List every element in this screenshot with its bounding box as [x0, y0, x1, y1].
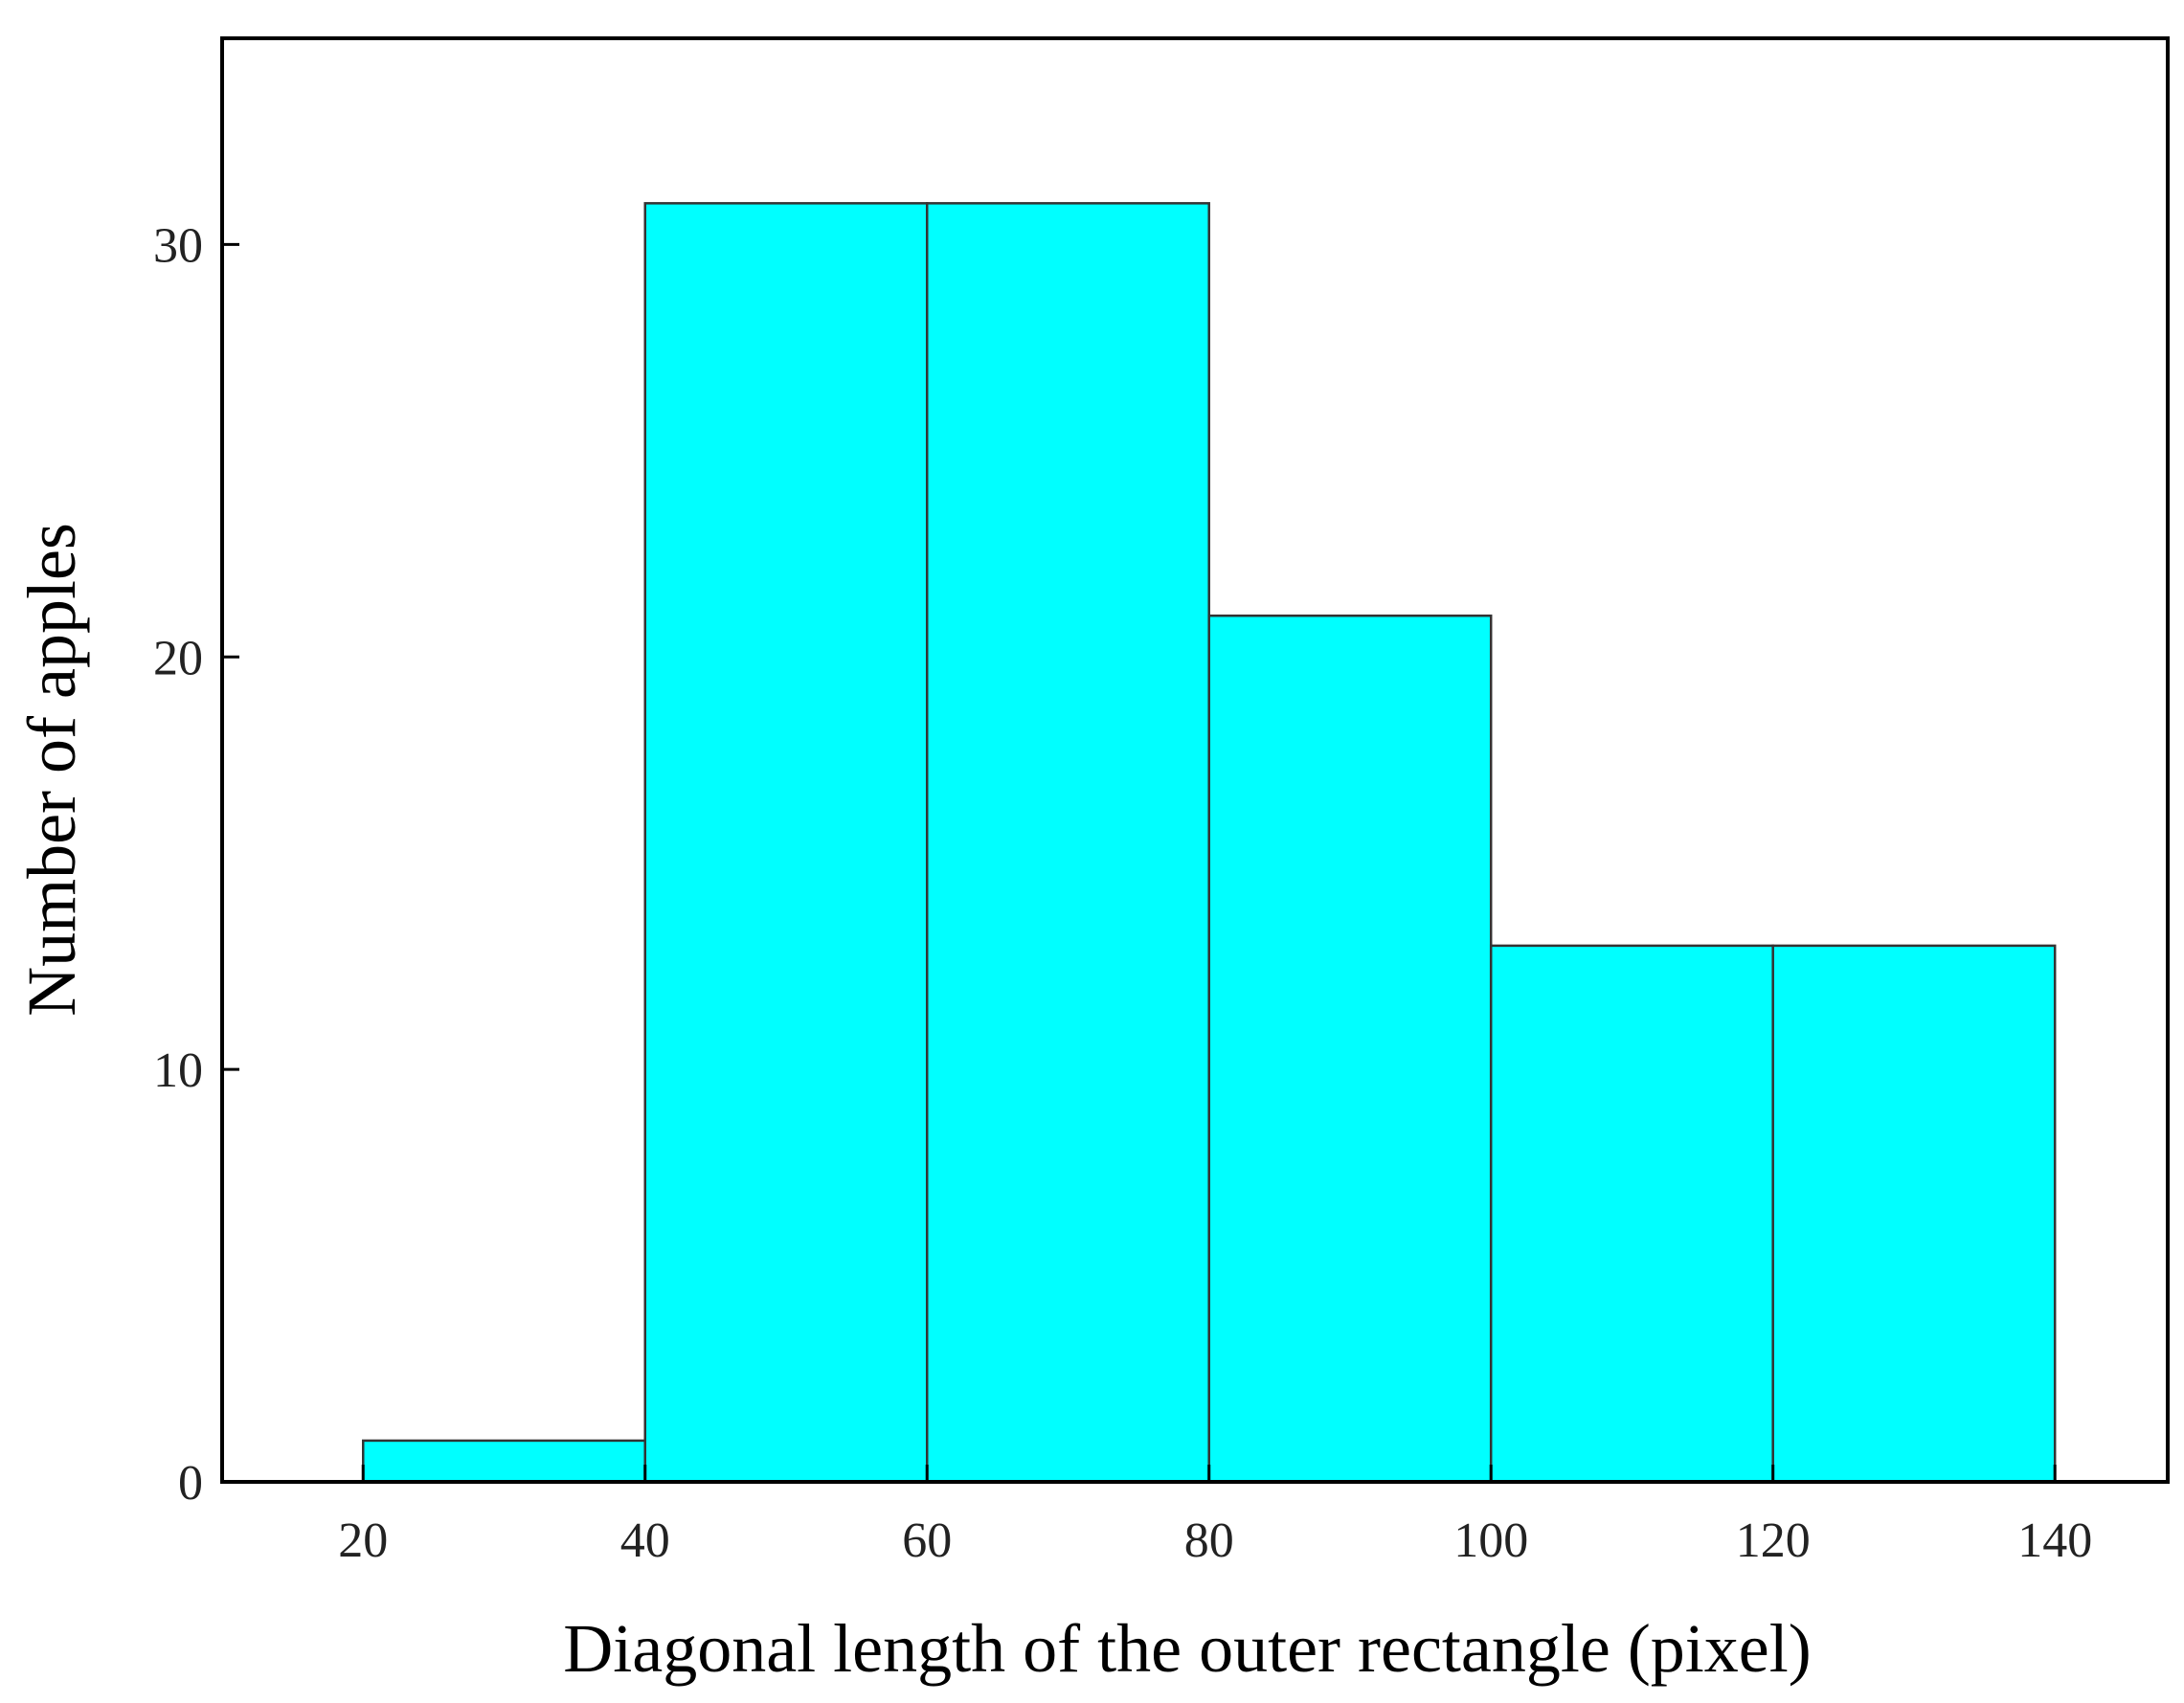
bar-80-100 [1207, 614, 1493, 1484]
bar-60-80 [925, 202, 1210, 1484]
bar-120-140 [1771, 944, 2057, 1484]
x-axis-ticks: 20 40 60 80 100 120 140 [338, 1465, 2092, 1568]
x-tick-label-100: 100 [1453, 1513, 1528, 1568]
x-tick-label-140: 140 [2017, 1513, 2092, 1568]
x-tick-label-80: 80 [1184, 1513, 1234, 1568]
bar-20-40 [361, 1439, 646, 1484]
y-tick-label-30: 30 [153, 218, 203, 273]
x-axis-label: Diagonal length of the outer rectangle (… [563, 1610, 1812, 1687]
x-tick-label-120: 120 [1736, 1513, 1811, 1568]
y-tick-label-20: 20 [153, 631, 203, 685]
y-tick-label-10: 10 [153, 1043, 203, 1098]
x-tick-label-60: 60 [902, 1513, 952, 1568]
bars-group [361, 202, 2057, 1484]
x-tick-label-40: 40 [620, 1513, 670, 1568]
y-tick-label-0: 0 [178, 1456, 203, 1511]
y-axis-label: Number of apples [13, 523, 90, 1017]
y-axis-ticks: 0 10 20 30 [153, 218, 239, 1511]
bar-100-120 [1489, 944, 1774, 1484]
bar-40-60 [643, 202, 929, 1484]
plot-frame [220, 36, 2170, 1484]
x-tick-label-20: 20 [338, 1513, 388, 1568]
